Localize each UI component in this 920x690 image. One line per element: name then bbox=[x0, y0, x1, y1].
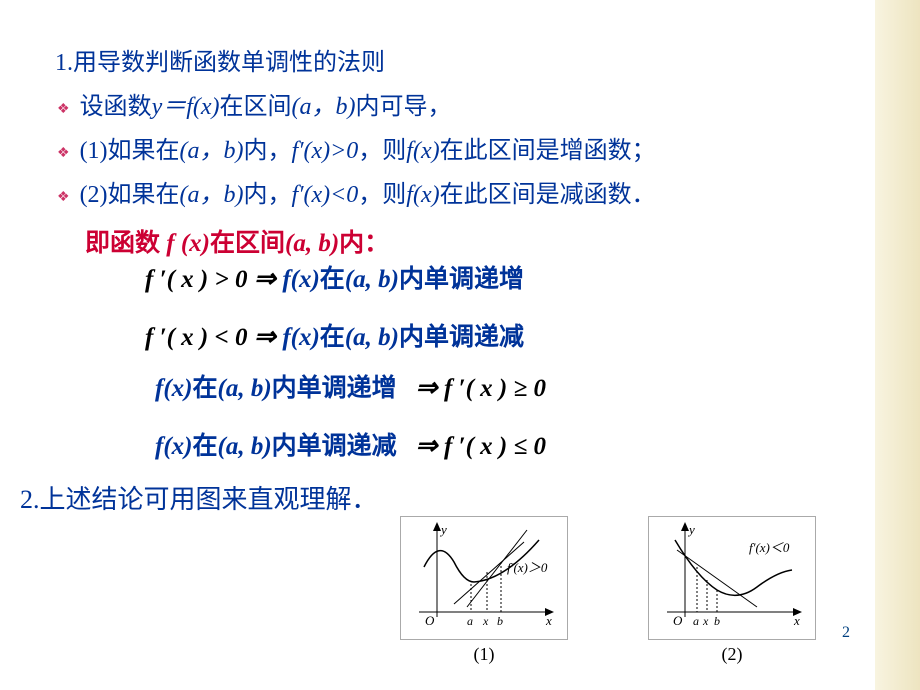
implication-4: f(x)在(a, b)内单调递减 ⇒ f ′( x ) ≤ 0 bbox=[155, 426, 875, 466]
text: 内单调递增 bbox=[399, 266, 524, 293]
svg-text:y: y bbox=[439, 522, 447, 537]
text: 内单调递减 bbox=[272, 433, 397, 460]
svg-text:x: x bbox=[702, 614, 709, 628]
text: 在 bbox=[192, 375, 217, 402]
text: 在此区间是增函数； bbox=[440, 138, 656, 164]
implication-3: f(x)在(a, b)内单调递增 ⇒ f ′( x ) ≥ 0 bbox=[155, 368, 875, 408]
math-cond: f′(x)>0 bbox=[292, 138, 359, 164]
svg-text:a: a bbox=[467, 614, 473, 628]
slide-content: 1.用导数判断函数单调性的法则 ❖ 设函数y＝f(x)在区间(a，b)内可导， … bbox=[55, 45, 875, 516]
conclusion-line: 2.上述结论可用图来直观理解． bbox=[20, 479, 875, 516]
interval-ab: (a, b) bbox=[345, 266, 399, 293]
text: ，则 bbox=[358, 182, 406, 208]
svg-text:b: b bbox=[497, 614, 503, 628]
text: 内， bbox=[244, 138, 292, 164]
interval-ab: (a, b) bbox=[218, 375, 272, 402]
graph-1-container: y x O a x b f′(x)＞0 (1) bbox=[400, 516, 568, 665]
implication-1: f ′( x ) > 0 ⇒ f(x)在(a, b)内单调递增 bbox=[145, 259, 875, 299]
svg-text:f′(x)＞0: f′(x)＞0 bbox=[507, 560, 548, 575]
svg-text:f′(x)＜0: f′(x)＜0 bbox=[749, 540, 790, 555]
text: 内单调递减 bbox=[399, 324, 524, 351]
svg-text:y: y bbox=[687, 522, 695, 537]
diamond-bullet-icon: ❖ bbox=[57, 187, 70, 208]
text: 在区间 bbox=[210, 230, 285, 257]
side-stripe bbox=[875, 0, 920, 690]
graph-1: y x O a x b f′(x)＞0 bbox=[400, 516, 568, 640]
svg-text:O: O bbox=[673, 613, 683, 628]
interval-ab: (a，b) bbox=[180, 182, 244, 208]
diamond-bullet-icon: ❖ bbox=[57, 143, 70, 164]
svg-text:x: x bbox=[545, 613, 552, 628]
text: (2)如果在 bbox=[80, 182, 180, 208]
text: 内： bbox=[339, 230, 389, 257]
math-fx: f (x) bbox=[166, 230, 210, 257]
text: 在 bbox=[320, 324, 345, 351]
implies-icon: ⇒ bbox=[248, 322, 283, 351]
summary-statement: 即函数 f (x)在区间(a, b)内： bbox=[85, 223, 875, 259]
math-cond: f′(x)<0 bbox=[292, 182, 359, 208]
increasing-graph-icon: y x O a x b f′(x)＞0 bbox=[409, 522, 559, 632]
math-fx: f(x) bbox=[406, 182, 439, 208]
text: 在此区间是减函数． bbox=[440, 182, 656, 208]
text: ，则 bbox=[358, 138, 406, 164]
math-fx: f(x) bbox=[406, 138, 439, 164]
text: 即函数 bbox=[85, 230, 166, 257]
decreasing-graph-icon: y x O a x b f′(x)＜0 bbox=[657, 522, 807, 632]
math-derivative-geq: f ′( x ) ≥ 0 bbox=[444, 375, 546, 402]
implies-icon: ⇒ bbox=[409, 431, 444, 460]
math-fx: f(x) bbox=[282, 266, 319, 293]
svg-text:a: a bbox=[693, 614, 699, 628]
text: 内可导， bbox=[356, 94, 452, 120]
bullet-premise: ❖ 设函数y＝f(x)在区间(a，b)内可导， bbox=[55, 89, 875, 125]
text: 内， bbox=[244, 182, 292, 208]
math-fx: f(x) bbox=[155, 375, 192, 402]
text: 内单调递增 bbox=[272, 375, 397, 402]
svg-text:x: x bbox=[793, 613, 800, 628]
implication-2: f ′( x ) < 0 ⇒ f(x)在(a, b)内单调递减 bbox=[145, 317, 875, 357]
interval-ab: (a，b) bbox=[180, 138, 244, 164]
text: 设函数 bbox=[80, 94, 152, 120]
implies-icon: ⇒ bbox=[409, 373, 444, 402]
graph-row: y x O a x b f′(x)＞0 (1) bbox=[400, 516, 816, 665]
page-number: 2 bbox=[842, 624, 850, 642]
math-fx: f(x) bbox=[155, 433, 192, 460]
math-fx: f(x) bbox=[282, 324, 319, 351]
bullet-rule-1: ❖ (1)如果在(a，b)内，f′(x)>0，则f(x)在此区间是增函数； bbox=[55, 133, 875, 169]
interval-ab: (a, b) bbox=[285, 230, 339, 257]
math-derivative-neg: f ′( x ) < 0 bbox=[145, 324, 248, 351]
interval-ab: (a, b) bbox=[345, 324, 399, 351]
interval-ab: (a, b) bbox=[218, 433, 272, 460]
text: 在 bbox=[320, 266, 345, 293]
svg-text:O: O bbox=[425, 613, 435, 628]
graph-2-container: y x O a x b f′(x)＜0 (2) bbox=[648, 516, 816, 665]
interval-ab: (a，b) bbox=[292, 94, 356, 120]
math-derivative-pos: f ′( x ) > 0 bbox=[145, 266, 248, 293]
section-title: 1.用导数判断函数单调性的法则 bbox=[55, 45, 875, 81]
graph-1-caption: (1) bbox=[400, 644, 568, 665]
diamond-bullet-icon: ❖ bbox=[57, 99, 70, 120]
math-yfx: y＝f(x) bbox=[152, 94, 220, 120]
bullet-rule-2: ❖ (2)如果在(a，b)内，f′(x)<0，则f(x)在此区间是减函数． bbox=[55, 177, 875, 213]
math-derivative-leq: f ′( x ) ≤ 0 bbox=[444, 433, 546, 460]
svg-text:b: b bbox=[714, 614, 720, 628]
implies-icon: ⇒ bbox=[248, 264, 283, 293]
svg-text:x: x bbox=[482, 614, 489, 628]
text: 在区间 bbox=[220, 94, 292, 120]
text: 在 bbox=[192, 433, 217, 460]
text: (1)如果在 bbox=[80, 138, 180, 164]
graph-2: y x O a x b f′(x)＜0 bbox=[648, 516, 816, 640]
graph-2-caption: (2) bbox=[648, 644, 816, 665]
